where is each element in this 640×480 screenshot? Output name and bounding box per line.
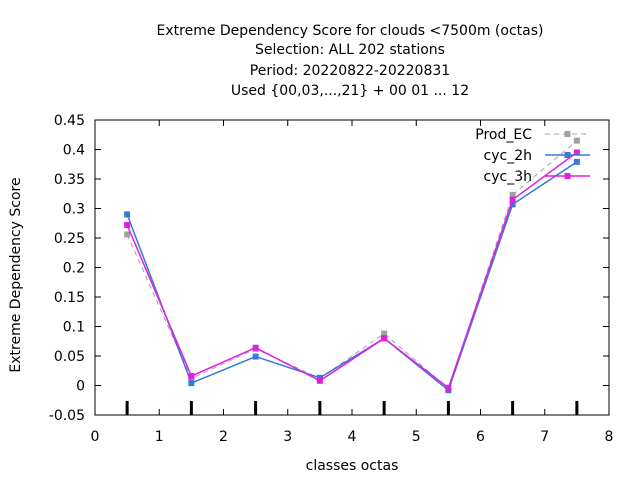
series-line <box>126 151 578 390</box>
x-tick-label: 8 <box>605 429 614 445</box>
series-line <box>126 140 578 390</box>
data-point <box>381 330 388 337</box>
series-line <box>126 161 578 392</box>
chart-title: Extreme Dependency Score for clouds <750… <box>157 23 544 99</box>
data-point <box>252 344 259 351</box>
legend-swatch-marker <box>564 152 571 158</box>
data-point <box>509 201 516 208</box>
data-point <box>509 191 516 198</box>
data-point <box>124 231 131 238</box>
y-tick-label: 0.15 <box>54 290 85 306</box>
plot-frame <box>94 119 610 416</box>
legend-swatch-marker <box>564 131 571 137</box>
y-tick-label: 0.1 <box>63 320 85 336</box>
x-tick-label: 2 <box>219 429 228 445</box>
y-tick-label: 0.45 <box>54 113 85 129</box>
title-line-1: Extreme Dependency Score for clouds <750… <box>157 23 544 39</box>
x-tick-label: 4 <box>348 429 357 445</box>
y-axis-label: Extreme Dependency Score <box>8 177 24 372</box>
data-point <box>124 222 131 229</box>
legend-label: cyc_3h <box>484 169 532 185</box>
data-point <box>573 158 580 165</box>
data-point <box>381 335 388 342</box>
series-group <box>124 137 580 394</box>
x-axis: 0 1 2 3 4 5 6 7 8 <box>91 120 614 445</box>
data-point <box>445 384 452 391</box>
data-point <box>509 196 516 203</box>
x-tick-label: 1 <box>155 429 164 445</box>
x-axis-label: classes octas <box>306 458 399 474</box>
data-point <box>316 377 323 384</box>
y-axis: -0.05 0 0.05 0.1 0.15 0.2 0.25 0.3 0.35 0.4 0.45 <box>49 113 609 424</box>
legend: Prod_EC cyc_2h cyc_3h <box>475 127 590 185</box>
y-tick-label: 0.3 <box>63 202 85 218</box>
legend-swatch-marker <box>564 173 571 179</box>
y-tick-label: 0.4 <box>63 143 85 159</box>
series-cyc-3h <box>124 149 580 391</box>
x-tick-label: 3 <box>283 429 292 445</box>
y-tick-label: 0 <box>76 379 85 395</box>
x-tick-label: 7 <box>540 429 549 445</box>
legend-label: cyc_2h <box>484 148 532 164</box>
x-tick-label: 6 <box>476 429 485 445</box>
data-point <box>124 211 131 218</box>
data-point <box>188 380 195 387</box>
title-line-2: Selection: ALL 202 stations <box>255 42 445 58</box>
title-line-4: Used {00,03,...,21} + 00 01 ... 12 <box>231 83 469 99</box>
y-tick-label: -0.05 <box>49 408 85 424</box>
y-tick-label: 0.35 <box>54 172 85 188</box>
x-tick-label: 0 <box>91 429 100 445</box>
y-tick-label: 0.25 <box>54 231 85 247</box>
data-point <box>573 137 580 144</box>
y-tick-label: 0.2 <box>63 261 85 277</box>
x-tick-label: 5 <box>412 429 421 445</box>
title-line-3: Period: 20220822-20220831 <box>250 63 450 79</box>
x-minor-ticks <box>125 401 579 415</box>
y-tick-label: 0.05 <box>54 349 85 365</box>
data-point <box>252 353 259 360</box>
data-point <box>188 373 195 380</box>
data-point <box>573 149 580 156</box>
legend-label: Prod_EC <box>475 127 532 143</box>
